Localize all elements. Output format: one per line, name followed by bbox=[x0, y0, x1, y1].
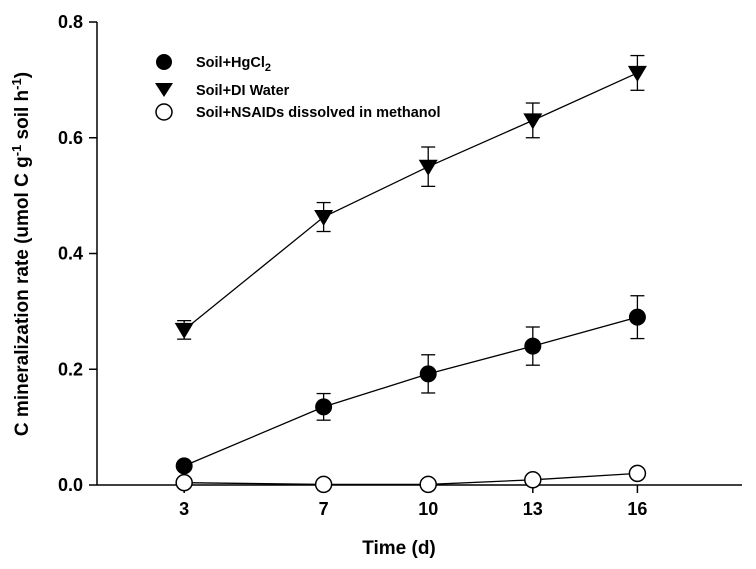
legend-label-hgcl2-sub: 2 bbox=[265, 62, 271, 74]
y-tick-label: 0.4 bbox=[58, 244, 83, 264]
series-1 bbox=[174, 54, 647, 340]
data-point bbox=[523, 113, 543, 130]
y-tick-label: 0.6 bbox=[58, 128, 83, 148]
y-axis-title: C mineralization rate (umol C g-1 soil h… bbox=[9, 72, 33, 436]
data-point bbox=[524, 337, 542, 355]
y-axis-title-sup1: -1 bbox=[9, 145, 24, 157]
series-2 bbox=[175, 464, 647, 494]
y-axis-title-end: ) bbox=[12, 72, 33, 78]
x-tick-label: 16 bbox=[627, 499, 647, 519]
data-point bbox=[315, 398, 333, 416]
y-axis-title-sup2: -1 bbox=[9, 78, 24, 90]
y-tick-label: 0.8 bbox=[58, 12, 83, 32]
data-point bbox=[627, 65, 647, 82]
axes: 0.0 0.2 0.4 0.6 0.8 3 7 10 13 16 bbox=[58, 12, 742, 519]
data-point bbox=[628, 308, 646, 326]
series-line bbox=[184, 472, 638, 486]
data-point bbox=[175, 473, 193, 492]
plot-area bbox=[174, 54, 647, 494]
y-axis-title-main: C mineralization rate (umol C g bbox=[12, 156, 33, 436]
data-point bbox=[418, 159, 438, 176]
data-point bbox=[628, 464, 647, 483]
x-tick-label: 10 bbox=[418, 499, 438, 519]
legend-label-hgcl2: Soil+HgCl2 bbox=[196, 55, 271, 74]
series-0 bbox=[175, 295, 646, 475]
x-tick-label: 13 bbox=[523, 499, 543, 519]
data-point bbox=[314, 475, 333, 494]
data-point bbox=[419, 475, 437, 494]
x-axis-title: Time (d) bbox=[362, 538, 436, 559]
x-tick-label: 7 bbox=[319, 499, 329, 519]
data-point bbox=[524, 471, 542, 489]
legend-label-di-water: Soil+DI Water bbox=[196, 83, 290, 99]
x-ticks: 3 7 10 13 16 bbox=[179, 485, 647, 519]
y-tick-label: 0.0 bbox=[58, 475, 83, 495]
x-tick-label: 3 bbox=[179, 499, 189, 519]
data-point bbox=[175, 457, 193, 475]
data-point bbox=[419, 365, 437, 383]
series-line bbox=[183, 316, 638, 467]
legend-marker-nsaids bbox=[155, 103, 173, 121]
y-tick-label: 0.2 bbox=[58, 359, 83, 379]
data-point bbox=[314, 210, 334, 227]
legend-marker-hgcl2 bbox=[156, 54, 172, 70]
legend-label-hgcl2-main: Soil+HgCl bbox=[196, 55, 265, 71]
y-ticks: 0.0 0.2 0.4 0.6 0.8 bbox=[58, 12, 97, 495]
legend-label-nsaids: Soil+NSAIDs dissolved in methanol bbox=[196, 105, 441, 121]
legend: Soil+HgCl2 Soil+DI Water Soil+NSAIDs dis… bbox=[155, 54, 441, 121]
data-point bbox=[174, 322, 194, 339]
y-axis-title-mid: soil h bbox=[12, 90, 33, 145]
legend-marker-di-water bbox=[155, 83, 173, 97]
